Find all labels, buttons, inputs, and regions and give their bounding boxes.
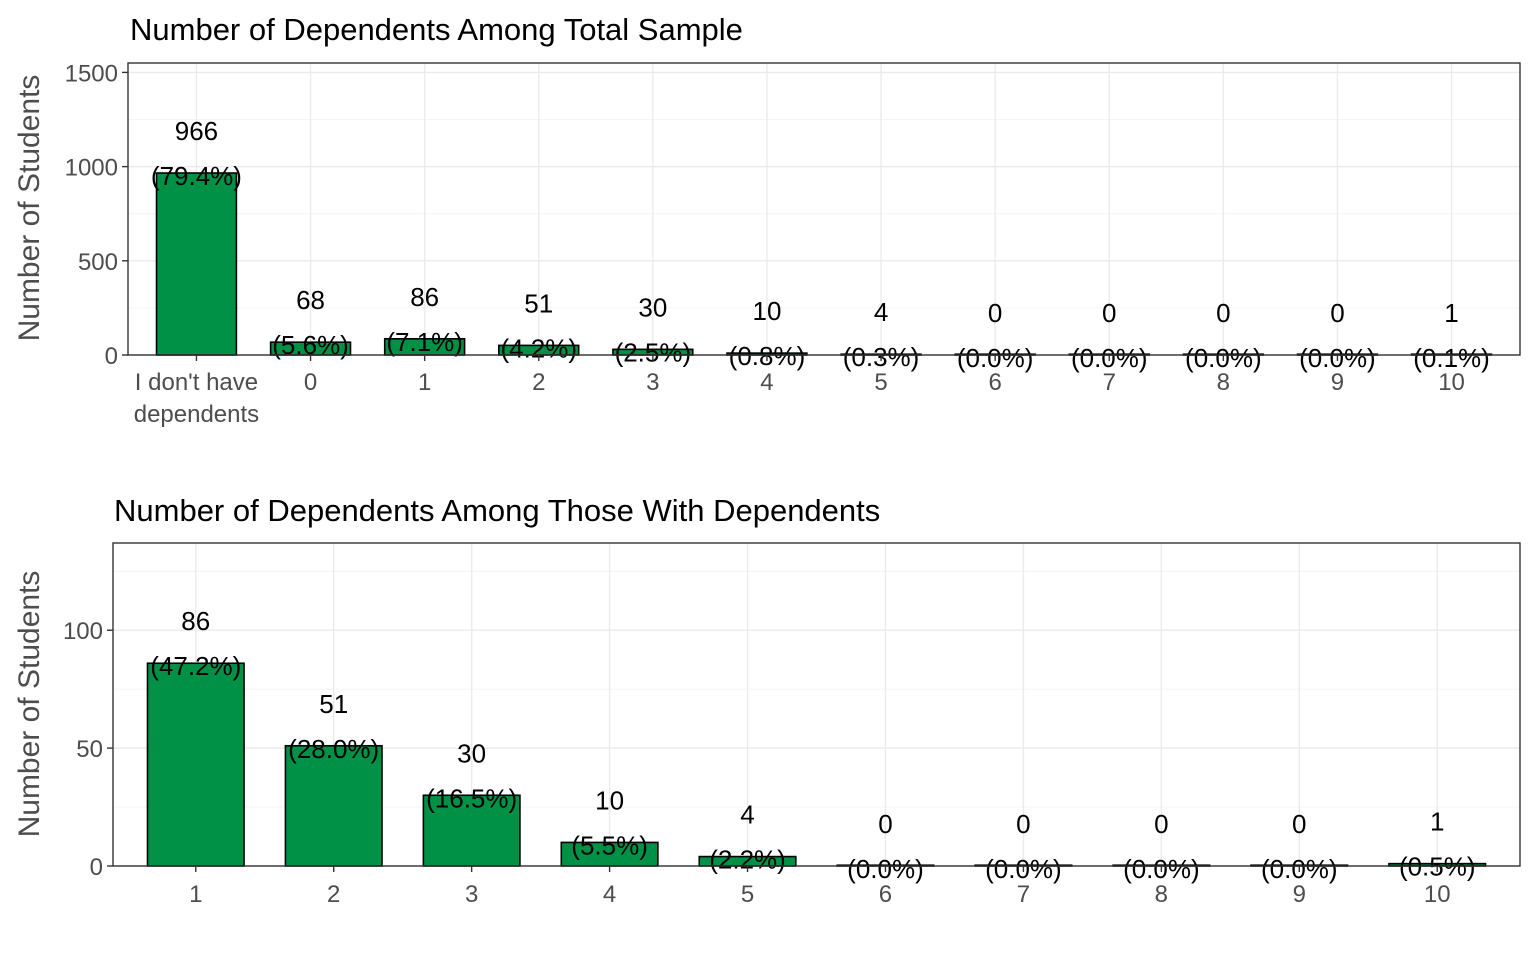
x-tick-label: 4	[760, 369, 773, 396]
y-tick-label: 50	[76, 736, 103, 763]
y-tick-label: 0	[105, 343, 118, 370]
panel-border	[112, 542, 1521, 867]
plot-area: 86(47.2%)51(28.0%) 30(16.5%) 10(5.5%)4(2.2…	[63, 542, 1521, 908]
data-label-count: 68	[296, 285, 325, 315]
data-label-count: 86	[410, 282, 439, 312]
data-label-count: 1	[1444, 298, 1458, 328]
x-tick-label: 5	[741, 881, 754, 908]
x-tick-label: 4	[603, 881, 616, 908]
bar	[146, 662, 245, 867]
data-label-percent: (7.1%)	[386, 327, 463, 357]
data-label-percent: (28.0%)	[288, 734, 379, 764]
x-tick-label: 10	[1424, 881, 1451, 908]
data-label-count: 0	[1330, 298, 1344, 328]
data-label-count: 0	[988, 298, 1002, 328]
x-tick-label: 7	[1017, 881, 1030, 908]
plot-area: 966(79.4%)68(5.6%)86(7.1%)51(4.2%)30(2.5…	[65, 60, 1521, 428]
x-tick-label: 3	[465, 881, 478, 908]
data-label-count: 10	[595, 785, 624, 815]
x-tick-label: 9	[1331, 369, 1344, 396]
data-label-count: 0	[1292, 809, 1306, 839]
y-tick-label: 1000	[65, 155, 118, 182]
x-tick-label: 6	[879, 881, 892, 908]
x-tick-label: 3	[646, 369, 659, 396]
x-tick-label: 6	[988, 369, 1001, 396]
data-label-count: 10	[752, 296, 781, 326]
chart-title: Number of Dependents Among Those With De…	[114, 493, 880, 528]
y-tick-label: 1500	[65, 60, 118, 87]
x-tick-label: 2	[327, 881, 340, 908]
chart-total-sample: Number of Dependents Among Total Sample …	[13, 12, 1521, 428]
data-label-percent: (2.5%)	[615, 337, 692, 367]
data-label-count: 966	[175, 116, 218, 146]
data-label-percent: (79.4%)	[151, 161, 242, 191]
data-label-count: 0	[1016, 809, 1030, 839]
data-label-count: 4	[740, 800, 754, 830]
y-tick-label: 0	[90, 854, 103, 881]
x-tick-label: 8	[1217, 369, 1230, 396]
data-label-count: 51	[319, 689, 348, 719]
data-label-percent: (5.5%)	[571, 830, 648, 860]
x-tick-label: 10	[1438, 369, 1465, 396]
chart-title: Number of Dependents Among Total Sample	[130, 12, 743, 47]
data-label-count: 30	[457, 738, 486, 768]
data-label-count: 0	[1154, 809, 1168, 839]
bar	[284, 744, 383, 867]
data-label-percent: (47.2%)	[150, 651, 241, 681]
y-tick-label: 100	[63, 618, 103, 645]
data-label-count: 0	[878, 809, 892, 839]
y-axis-label: Number of Students	[13, 571, 46, 838]
x-tick-label: 9	[1293, 881, 1306, 908]
panel-border	[127, 62, 1521, 356]
x-tick-label: 5	[874, 369, 887, 396]
x-tick-label: 7	[1103, 369, 1116, 396]
data-label-count: 4	[874, 297, 888, 327]
x-tick-label: 0	[304, 369, 317, 396]
bar	[155, 172, 238, 356]
chart-with-dependents: Number of Dependents Among Those With De…	[13, 493, 1521, 908]
x-tick-label: 8	[1155, 881, 1168, 908]
data-label-count: 0	[1216, 298, 1230, 328]
x-tick-label: 1	[418, 369, 431, 396]
data-label-percent: (16.5%)	[426, 783, 517, 813]
data-label-count: 86	[181, 606, 210, 636]
x-tick-label: 1	[189, 881, 202, 908]
x-tick-label: I don't have dependents	[134, 369, 259, 428]
y-axis-label: Number of Students	[13, 75, 46, 342]
data-label-count: 30	[638, 292, 667, 322]
data-label-count: 0	[1102, 298, 1116, 328]
data-label-count: 51	[524, 288, 553, 318]
y-tick-label: 500	[78, 249, 118, 276]
x-tick-label: 2	[532, 369, 545, 396]
data-label-count: 1	[1430, 807, 1444, 837]
